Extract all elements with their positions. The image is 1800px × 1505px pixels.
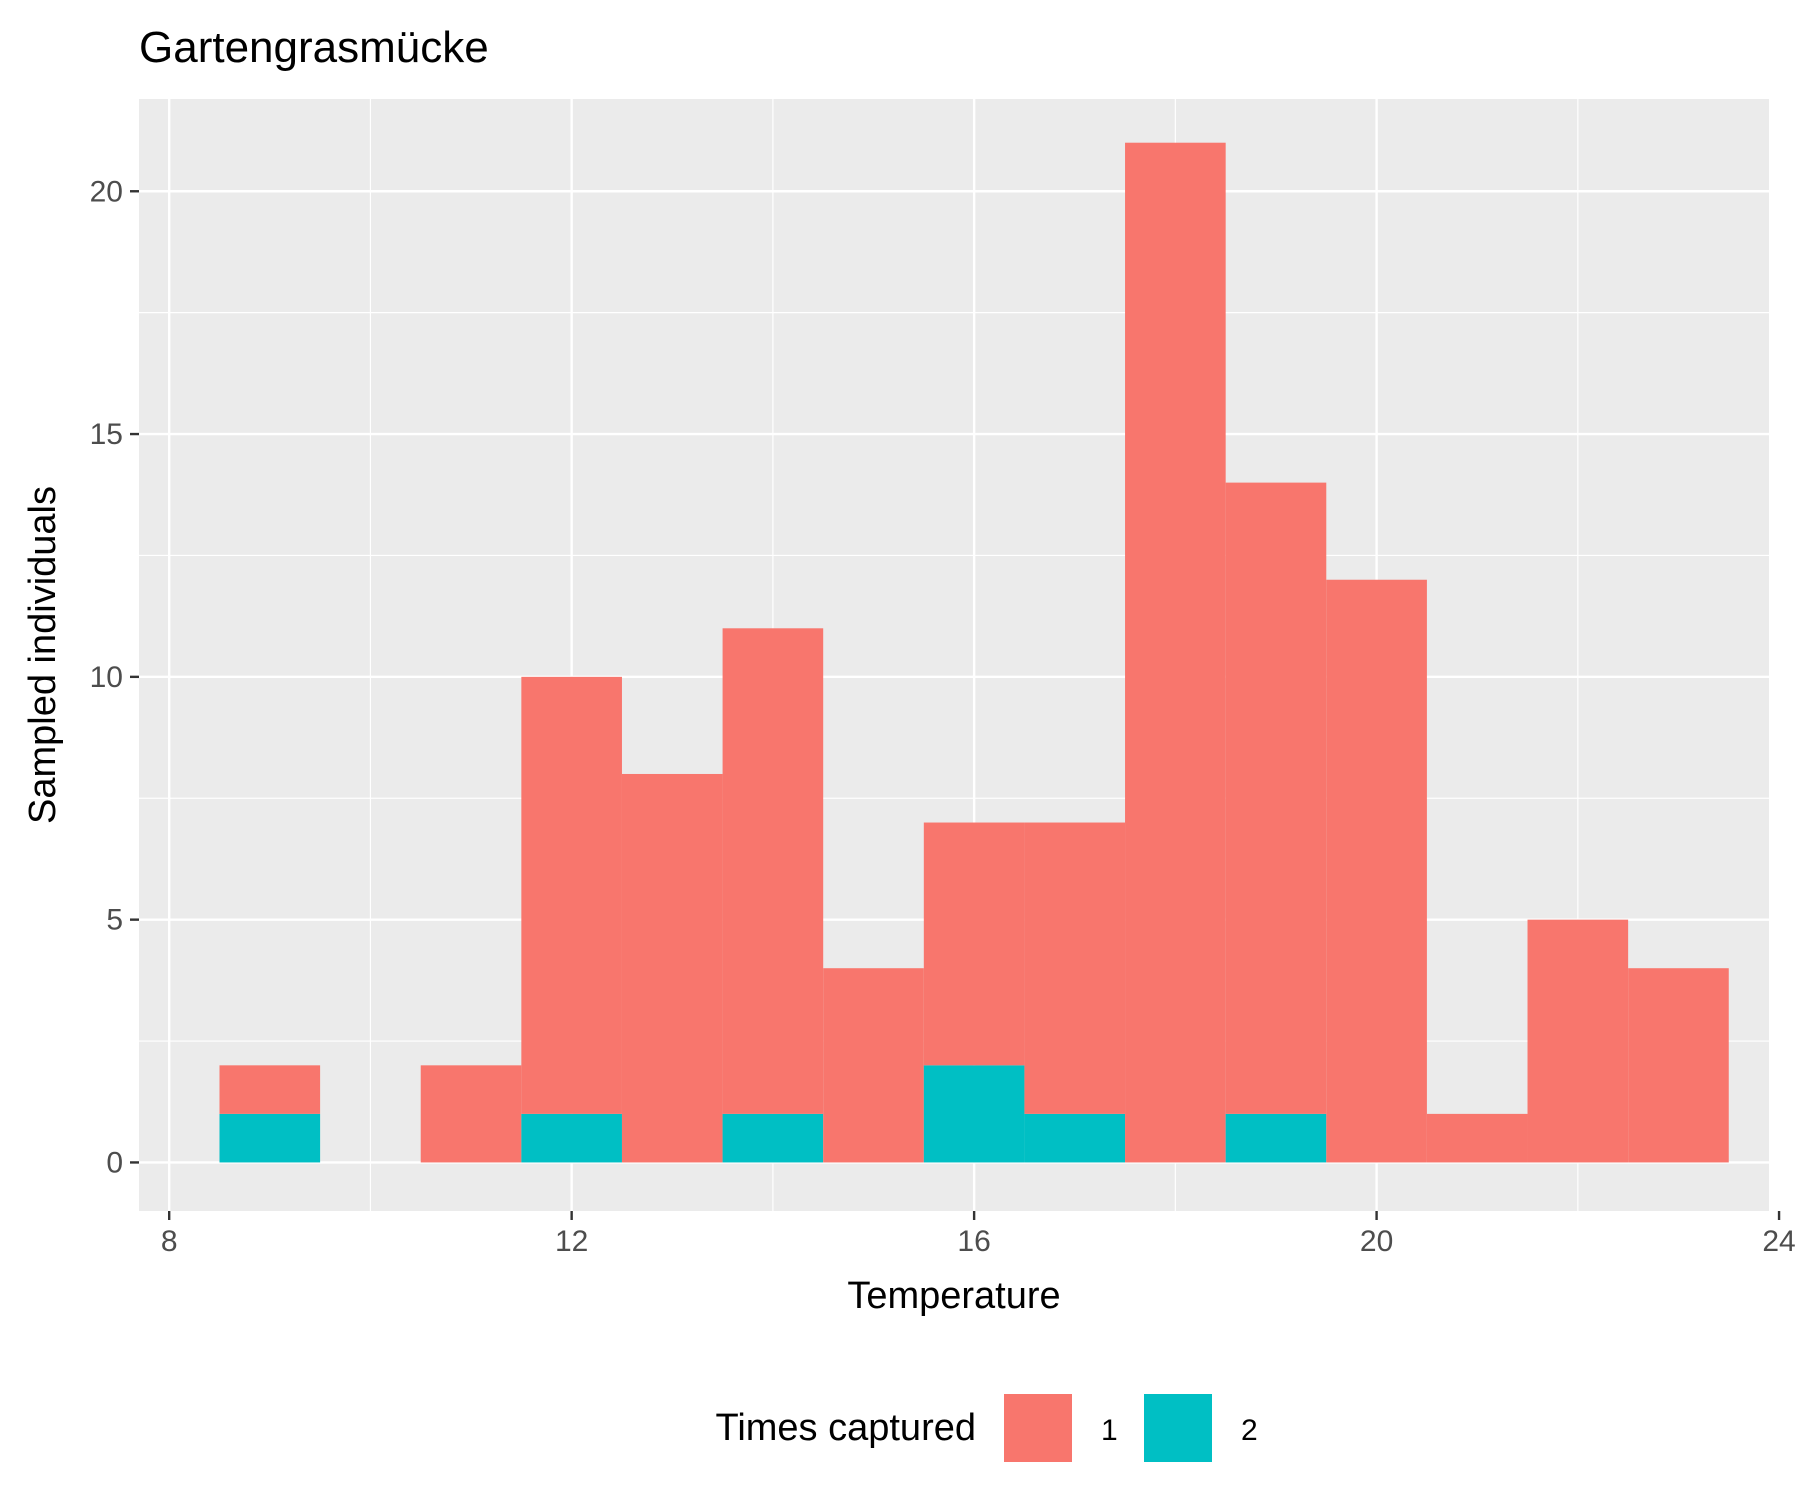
legend-key-2 <box>1142 1392 1214 1464</box>
bar-series-2 <box>923 1065 1025 1163</box>
bar-series-2 <box>722 1113 824 1163</box>
bar-series-1 <box>521 676 622 1114</box>
y-tick-label: 5 <box>106 904 123 937</box>
bar-series-1 <box>1326 579 1427 1163</box>
bars-layer <box>219 142 1729 1163</box>
bar-series-1 <box>1527 919 1629 1163</box>
x-tick-label: 16 <box>957 1225 990 1258</box>
bar-series-1 <box>219 1065 321 1114</box>
bar-series-2 <box>1225 1113 1327 1163</box>
x-tick-label: 24 <box>1762 1225 1795 1258</box>
y-tick-label: 0 <box>106 1146 123 1179</box>
bar-series-2 <box>219 1113 321 1163</box>
bar-series-1 <box>621 773 723 1163</box>
legend-title: Times captured <box>716 1407 976 1449</box>
bar-series-1 <box>1225 482 1327 1114</box>
bar-series-1 <box>923 822 1025 1066</box>
legend-label-1: 1 <box>1101 1414 1118 1447</box>
bar-series-1 <box>1628 968 1729 1163</box>
chart-title: Gartengrasmücke <box>139 23 489 72</box>
x-tick-label: 20 <box>1360 1225 1393 1258</box>
bar-series-1 <box>1024 822 1126 1114</box>
y-axis-title: Sampled individuals <box>22 486 64 824</box>
x-axis-title: Temperature <box>847 1275 1060 1317</box>
x-tick-label: 8 <box>161 1225 178 1258</box>
legend-label-2: 2 <box>1241 1414 1258 1447</box>
y-tick-label: 20 <box>90 175 123 208</box>
y-tick-label: 15 <box>90 418 123 451</box>
bar-series-1 <box>1426 1113 1528 1163</box>
bar-series-1 <box>722 628 824 1114</box>
bar-series-2 <box>521 1113 622 1163</box>
x-axis: 8 12 16 20 24 <box>161 1211 1796 1258</box>
x-tick-label: 12 <box>555 1225 588 1258</box>
y-axis: 0 5 10 15 20 <box>90 175 139 1179</box>
bar-series-1 <box>1125 142 1226 1163</box>
y-tick-label: 10 <box>90 661 123 694</box>
legend-key-1 <box>1002 1392 1074 1464</box>
bar-series-1 <box>823 968 924 1163</box>
bar-series-2 <box>1024 1113 1126 1163</box>
bar-series-1 <box>420 1065 522 1163</box>
